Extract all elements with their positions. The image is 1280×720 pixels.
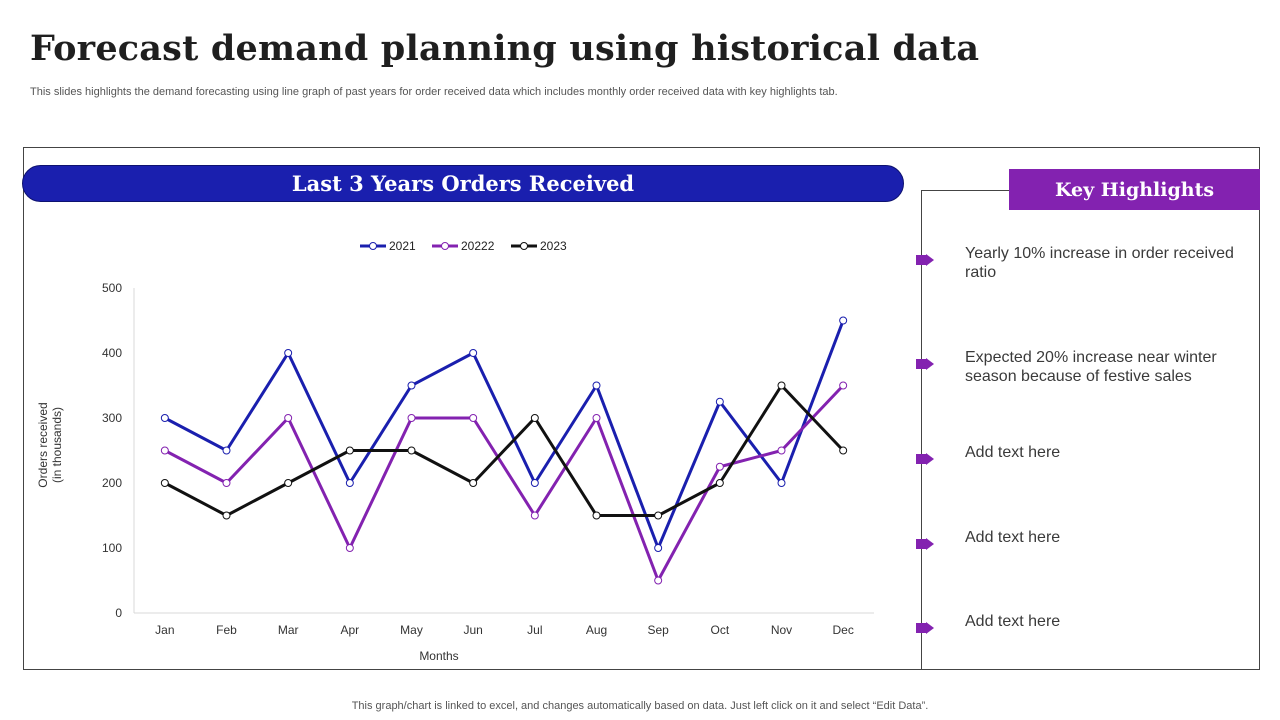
- data-point-20222: [160, 446, 169, 455]
- chart-header-label: Last 3 Years Orders Received: [291, 171, 635, 196]
- legend-marker-2021: [369, 242, 377, 250]
- data-point-2021: [222, 446, 231, 455]
- highlights-title: Key Highlights: [1054, 178, 1215, 201]
- x-tick-label: Jul: [527, 623, 542, 637]
- y-axis-title: Orders received(in thousands): [36, 402, 64, 487]
- data-point-2021: [469, 349, 478, 357]
- data-point-2023: [160, 479, 169, 487]
- y-tick-label: 300: [102, 411, 122, 425]
- page-subtitle: This slides highlights the demand foreca…: [30, 86, 838, 98]
- footer-note: This graph/chart is linked to excel, and…: [351, 700, 929, 712]
- highlight-text: Add text here: [965, 444, 1061, 461]
- data-point-20222: [407, 414, 416, 422]
- y-tick-label: 0: [115, 606, 122, 620]
- data-point-20222: [284, 414, 293, 422]
- series-line-2023: [164, 384, 845, 517]
- data-point-20222: [222, 479, 231, 487]
- data-point-2021: [592, 381, 601, 390]
- data-point-2023: [530, 414, 539, 422]
- x-tick-label: Aug: [586, 623, 607, 637]
- legend-label: 2023: [540, 239, 567, 253]
- highlight-text: Yearly 10% increase in order received ra…: [965, 245, 1234, 281]
- highlight-text: Expected 20% increase near winter season…: [965, 349, 1217, 385]
- x-tick-label: Oct: [710, 623, 729, 637]
- data-point-2023: [839, 446, 848, 455]
- line-chart[interactable]: 0 100 200 300 400 500 Jan Feb Mar Apr May Jun Jul Aug…: [0, 0, 920, 700]
- data-point-20222: [592, 414, 601, 422]
- x-axis-title: Months: [419, 649, 458, 663]
- y-tick-label: 200: [102, 476, 122, 490]
- data-point-2021: [160, 414, 169, 422]
- chart-header: Last 3 Years Orders Received: [22, 165, 904, 202]
- legend-label: 20222: [461, 239, 495, 253]
- data-point-2023: [654, 511, 663, 520]
- page-title: Forecast demand planning using historica…: [30, 28, 980, 69]
- x-tick-label: Dec: [832, 623, 853, 637]
- legend-label: 2021: [389, 239, 416, 253]
- data-point-20222: [839, 381, 848, 390]
- arrow-marker-icon: [916, 453, 934, 465]
- data-point-2023: [777, 381, 786, 390]
- highlights-header: Key Highlights: [1009, 169, 1260, 210]
- legend-marker-20222: [441, 242, 449, 250]
- x-tick-label: Apr: [340, 623, 359, 637]
- arrow-marker-icon: [916, 254, 934, 266]
- y-tick-label: 400: [102, 346, 122, 360]
- highlight-text: Add text here: [965, 613, 1061, 630]
- arrow-marker-icon: [916, 358, 934, 370]
- data-point-2023: [592, 511, 601, 520]
- data-point-2021: [407, 381, 416, 390]
- content-frame: [23, 147, 1260, 670]
- legend-marker-2023: [520, 242, 528, 250]
- data-point-2021: [839, 316, 848, 325]
- data-point-2023: [469, 479, 478, 487]
- data-point-20222: [530, 511, 539, 520]
- data-point-20222: [345, 544, 354, 552]
- series-line-2021: [164, 319, 845, 550]
- data-point-2023: [715, 479, 724, 487]
- x-tick-label: May: [400, 623, 423, 637]
- x-tick-label: Jan: [155, 623, 174, 637]
- data-point-2023: [284, 479, 293, 487]
- data-point-20222: [469, 414, 478, 422]
- x-tick-label: Sep: [647, 623, 669, 637]
- data-point-2021: [284, 349, 293, 357]
- x-tick-label: Mar: [278, 623, 299, 637]
- y-tick-label: 500: [102, 281, 122, 295]
- data-point-2021: [345, 479, 354, 487]
- x-tick-label: Feb: [216, 623, 237, 637]
- y-tick-label: 100: [102, 541, 122, 555]
- x-tick-label: Nov: [771, 623, 792, 637]
- arrow-marker-icon: [916, 538, 934, 550]
- data-point-20222: [777, 446, 786, 455]
- data-point-2021: [654, 544, 663, 552]
- data-point-2021: [715, 397, 724, 406]
- data-point-2021: [777, 479, 786, 487]
- x-tick-label: Jun: [463, 623, 482, 637]
- arrow-marker-icon: [916, 622, 934, 634]
- data-point-2023: [407, 446, 416, 455]
- data-point-20222: [715, 462, 724, 471]
- highlight-text: Add text here: [965, 529, 1061, 546]
- data-point-2023: [222, 511, 231, 520]
- data-point-2021: [530, 479, 539, 487]
- data-point-2023: [345, 446, 354, 455]
- data-point-20222: [654, 576, 663, 585]
